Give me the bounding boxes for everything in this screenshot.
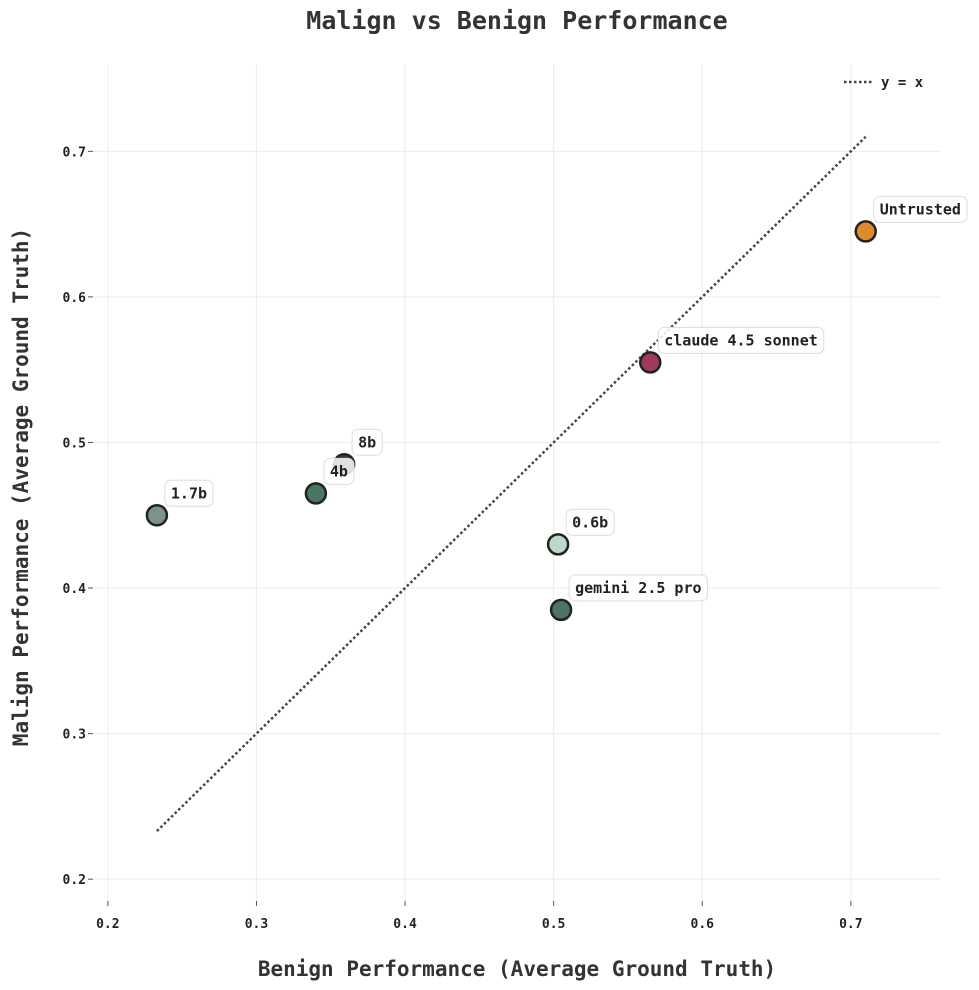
data-point — [854, 220, 877, 243]
point-label: Untrusted — [873, 195, 968, 223]
data-point — [304, 482, 328, 505]
grid — [93, 64, 940, 901]
data-point — [145, 504, 169, 527]
point-label: 0.6b — [565, 508, 615, 536]
point-label-text: Untrusted — [880, 200, 961, 218]
y-tick-label: 0.6 — [63, 291, 87, 306]
x-tick-label: 0.5 — [542, 917, 565, 932]
point-label-text: 0.6b — [572, 513, 608, 531]
point-label-text: gemini 2.5 pro — [575, 579, 701, 597]
axis-ticks: 0.2 0.3 0.4 0.5 0.6 0.7 0.2 0.3 0.4 0.5 0.6 0.7 — [63, 145, 863, 932]
y-tick-label: 0.2 — [63, 873, 86, 888]
point-label-box — [873, 195, 968, 223]
y-tick-label: 0.3 — [63, 728, 86, 743]
data-point — [546, 533, 570, 556]
point-label: gemini 2.5 pro — [568, 574, 709, 602]
x-tick-label: 0.6 — [691, 917, 715, 932]
y-tick-label: 0.4 — [63, 582, 87, 597]
legend-label: y = x — [881, 75, 924, 91]
point-label-box — [164, 479, 214, 507]
reference-line-layer — [156, 135, 867, 833]
point-label-text: 4b — [330, 462, 348, 480]
point-label-box — [568, 574, 709, 602]
point-label-box — [323, 457, 355, 485]
y-tick-label: 0.7 — [63, 145, 86, 160]
reference-line-y-equals-x — [156, 135, 867, 833]
x-tick-label: 0.2 — [96, 917, 119, 932]
point-labels-layer: Untrusted claude 4.5 sonnet 8b 4b 1.7b 0.6b ge… — [164, 195, 968, 602]
data-point — [638, 351, 662, 374]
x-tick-label: 0.7 — [839, 917, 862, 932]
x-tick-label: 0.4 — [393, 917, 417, 932]
point-label-box — [657, 326, 825, 354]
chart-title: Malign vs Benign Performance — [306, 6, 727, 35]
point-label: claude 4.5 sonnet — [657, 326, 825, 354]
legend: y = x — [844, 75, 924, 91]
point-label: 8b — [351, 428, 383, 456]
y-axis-title: Malign Performance (Average Ground Truth… — [9, 228, 33, 746]
point-label-text: 1.7b — [171, 484, 207, 502]
point-label: 1.7b — [164, 479, 214, 507]
point-label-box — [565, 508, 615, 536]
x-axis-title: Benign Performance (Average Ground Truth… — [258, 957, 776, 981]
point-label-text: claude 4.5 sonnet — [664, 331, 818, 349]
x-tick-label: 0.3 — [245, 917, 268, 932]
y-tick-label: 0.5 — [63, 436, 86, 451]
point-label-box — [351, 428, 383, 456]
point-label-text: 8b — [358, 433, 376, 451]
point-label: 4b — [323, 457, 355, 485]
data-point — [549, 598, 573, 622]
